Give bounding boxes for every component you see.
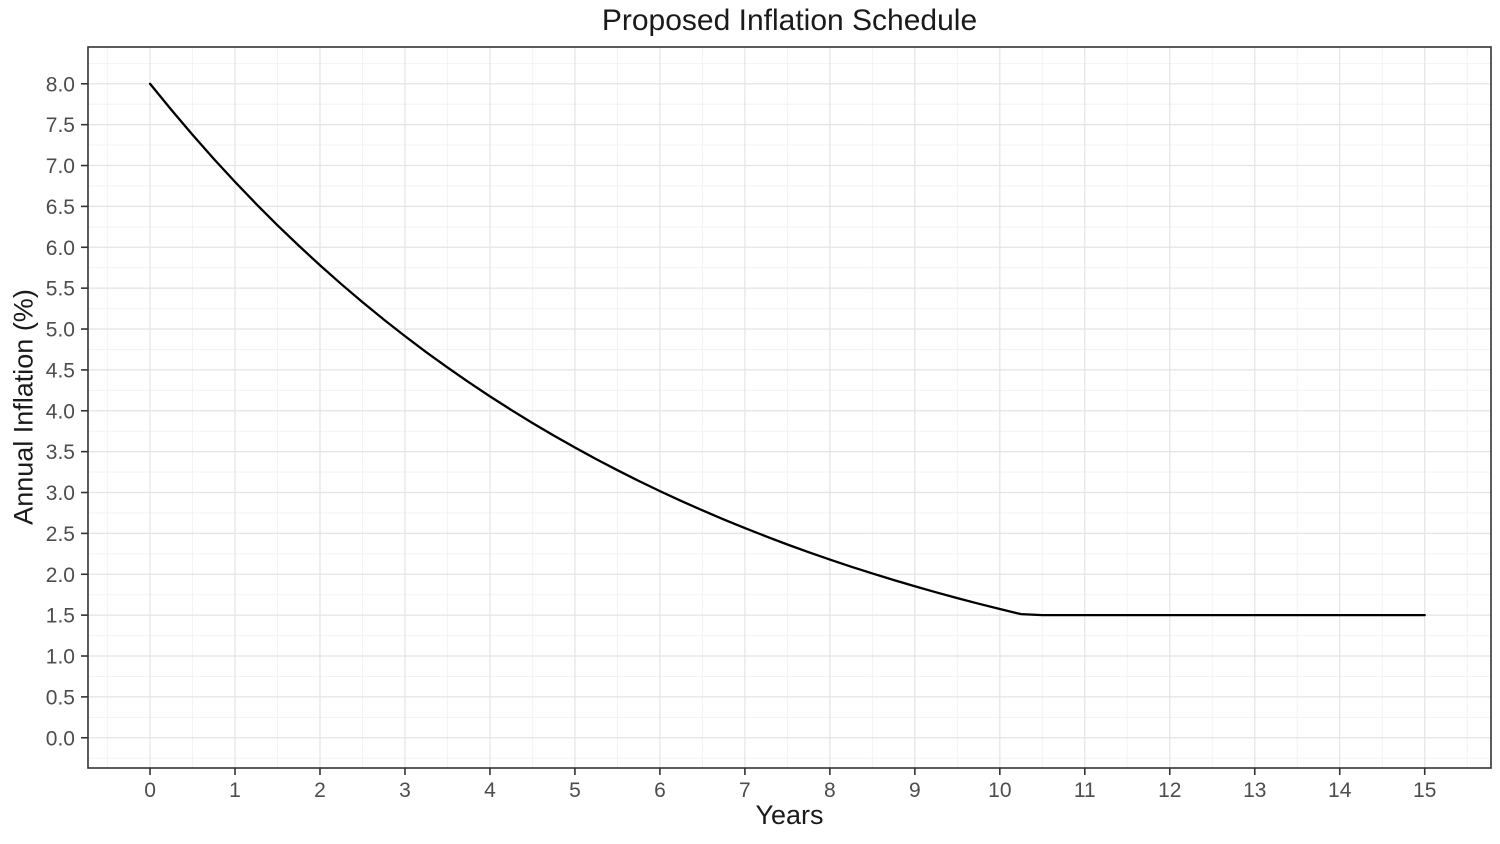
x-tick-label: 0	[144, 779, 156, 802]
x-tick-label: 9	[909, 779, 921, 802]
y-tick-label: 6.5	[46, 196, 75, 219]
y-tick-label: 6.0	[46, 237, 75, 260]
chart-title: Proposed Inflation Schedule	[601, 4, 978, 37]
y-tick-label: 7.0	[46, 155, 75, 178]
x-tick-label: 10	[988, 779, 1011, 802]
y-tick-label: 1.5	[46, 605, 75, 628]
x-tick-label: 15	[1413, 779, 1436, 802]
y-tick-label: 3.5	[46, 441, 75, 464]
y-tick-label: 1.0	[46, 646, 75, 669]
panel-border	[87, 46, 1492, 769]
x-tick-label: 12	[1158, 779, 1181, 802]
x-tick-label: 8	[824, 779, 836, 802]
x-tick-label: 11	[1074, 779, 1096, 802]
y-tick-label: 4.0	[46, 400, 75, 423]
y-tick-label: 2.0	[46, 564, 75, 587]
y-tick-label: 0.0	[46, 727, 75, 750]
y-tick-label: 7.5	[46, 114, 75, 137]
y-tick-label: 8.0	[46, 73, 75, 96]
x-tick-label: 1	[229, 779, 241, 802]
x-tick-label: 13	[1243, 779, 1266, 802]
x-tick-label: 7	[739, 779, 751, 802]
x-tick-label: 4	[484, 779, 496, 802]
inflation-curve	[148, 82, 1426, 617]
y-tick-label: 4.5	[46, 359, 75, 382]
x-tick-label: 6	[654, 779, 666, 802]
x-axis-title: Years	[755, 800, 824, 830]
y-tick-label: 3.0	[46, 482, 75, 505]
y-tick-label: 2.5	[46, 523, 75, 546]
panel-background	[88, 47, 1491, 768]
x-tick-label: 3	[399, 779, 411, 802]
y-tick-label: 5.0	[46, 319, 75, 342]
y-tick-label: 0.5	[46, 686, 75, 709]
y-tick-label: 5.5	[46, 278, 75, 301]
x-tick-label: 14	[1328, 779, 1352, 802]
x-tick-label: 5	[569, 779, 581, 802]
x-tick-label: 2	[314, 779, 326, 802]
